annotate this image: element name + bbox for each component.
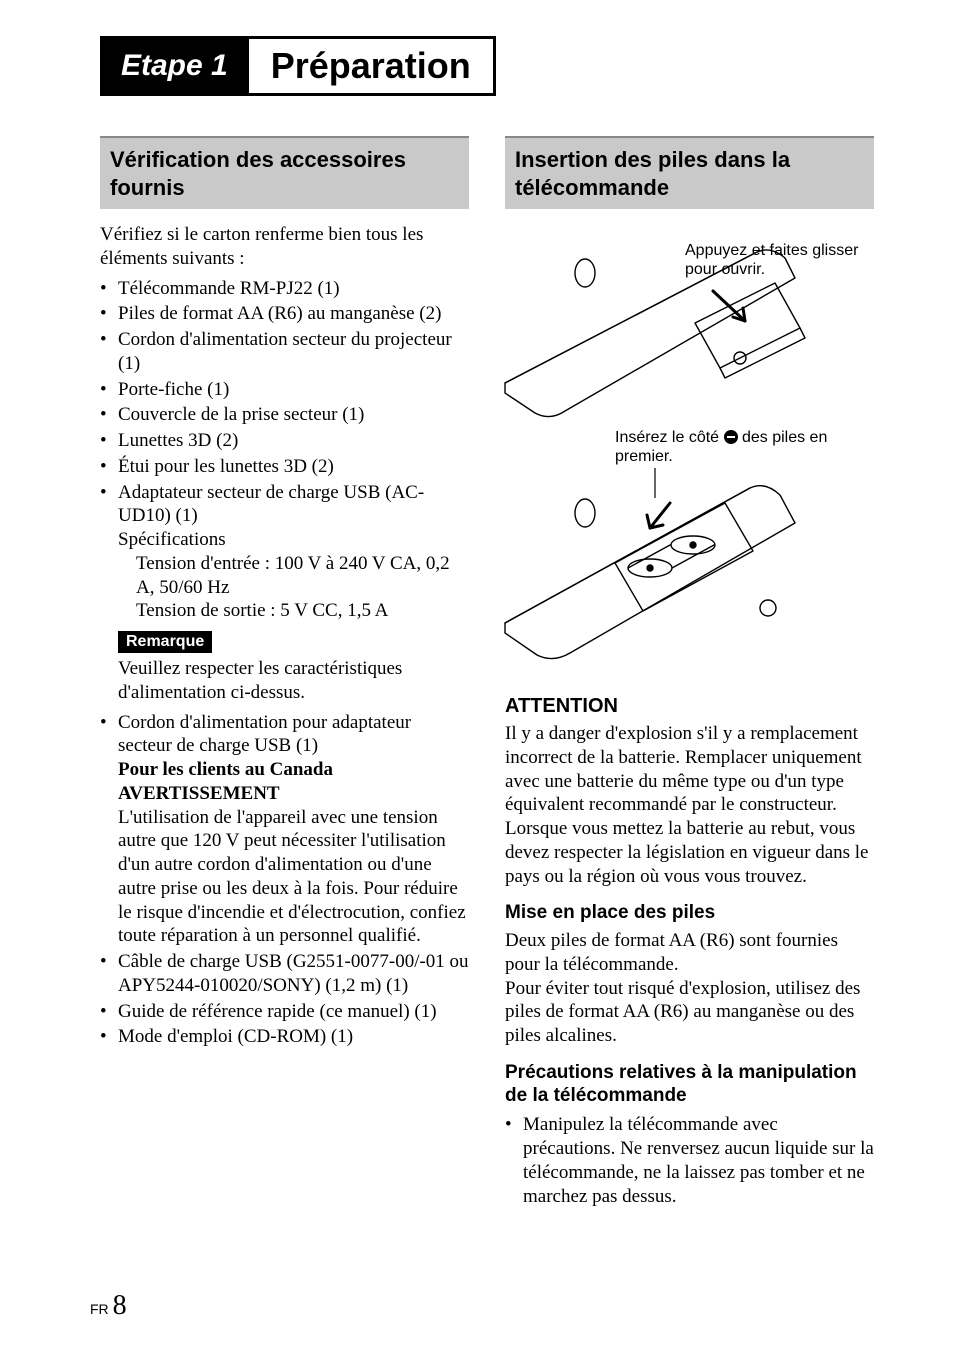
adapter-spec1: Tension d'entrée : 100 V à 240 V CA, 0,2…: [118, 552, 469, 600]
intro-text: Vérifiez si le carton renferme bien tous…: [100, 223, 469, 271]
page-lang: FR: [90, 1301, 109, 1317]
list-item: Guide de référence rapide (ce manuel) (1…: [100, 1000, 469, 1024]
list-item: Mode d'emploi (CD-ROM) (1): [100, 1025, 469, 1049]
list-item: Télécommande RM-PJ22 (1): [100, 277, 469, 301]
list-item: Cordon d'alimentation secteur du project…: [100, 328, 469, 376]
remark-badge: Remarque: [118, 631, 212, 653]
usb-cord-text: Cordon d'alimentation pour adaptateur se…: [118, 712, 411, 757]
step-header: Etape 1 Préparation: [100, 36, 874, 96]
section-heading-batteries: Insertion des piles dans la télécommande: [505, 136, 874, 209]
list-item-adapter: Adaptateur secteur de charge USB (AC-UD1…: [100, 481, 469, 624]
precautions-heading: Précautions relatives à la manipulation …: [505, 1062, 874, 1108]
precautions-list: Manipulez la télécommande avec précautio…: [505, 1113, 874, 1208]
warning-text: L'utilisation de l'appareil avec une ten…: [118, 806, 469, 949]
list-item: Piles de format AA (R6) au manganèse (2): [100, 302, 469, 326]
adapter-title: Adaptateur secteur de charge USB (AC-UD1…: [118, 482, 424, 527]
list-item: Lunettes 3D (2): [100, 429, 469, 453]
accessory-list-2: Cordon d'alimentation pour adaptateur se…: [100, 711, 469, 1050]
list-item: Porte-fiche (1): [100, 378, 469, 402]
list-item: Étui pour les lunettes 3D (2): [100, 455, 469, 479]
remote-batteries-illustration: [495, 473, 865, 683]
minus-icon: [724, 430, 738, 444]
attention-text: Il y a danger d'explosion s'il y a rempl…: [505, 722, 874, 888]
content-columns: Vérification des accessoires fournis Vér…: [100, 136, 874, 1210]
adapter-spec2: Tension de sortie : 5 V CC, 1,5 A: [118, 599, 469, 623]
fig2-prefix: Insérez le côté: [615, 429, 724, 446]
remark-text: Veuillez respecter les caractéristiques …: [100, 657, 469, 705]
figure-area: Appuyez et faites glisser pour ouvrir.: [505, 223, 874, 683]
step-badge: Etape 1: [100, 36, 249, 96]
left-column: Vérification des accessoires fournis Vér…: [100, 136, 469, 1210]
figure2-label: Insérez le côté des piles en premier.: [615, 428, 835, 466]
warning-title: AVERTISSEMENT: [118, 783, 280, 804]
placement-heading: Mise en place des piles: [505, 902, 874, 925]
list-item: Câble de charge USB (G2551-0077-00/-01 o…: [100, 950, 469, 998]
page-num-value: 8: [113, 1290, 127, 1321]
accessory-list: Télécommande RM-PJ22 (1) Piles de format…: [100, 277, 469, 624]
remote-open-illustration: [495, 233, 865, 433]
list-item: Couvercle de la prise secteur (1): [100, 403, 469, 427]
section-heading-accessories: Vérification des accessoires fournis: [100, 136, 469, 209]
canada-title: Pour les clients au Canada: [118, 759, 333, 780]
page-title: Préparation: [249, 36, 496, 96]
right-column: Insertion des piles dans la télécommande…: [505, 136, 874, 1210]
placement-text: Deux piles de format AA (R6) sont fourni…: [505, 929, 874, 1048]
list-item: Manipulez la télécommande avec précautio…: [505, 1113, 874, 1208]
page-number: FR 8: [90, 1290, 127, 1322]
adapter-spec-label: Spécifications: [118, 528, 469, 552]
list-item-usbcord: Cordon d'alimentation pour adaptateur se…: [100, 711, 469, 949]
attention-heading: ATTENTION: [505, 695, 874, 718]
